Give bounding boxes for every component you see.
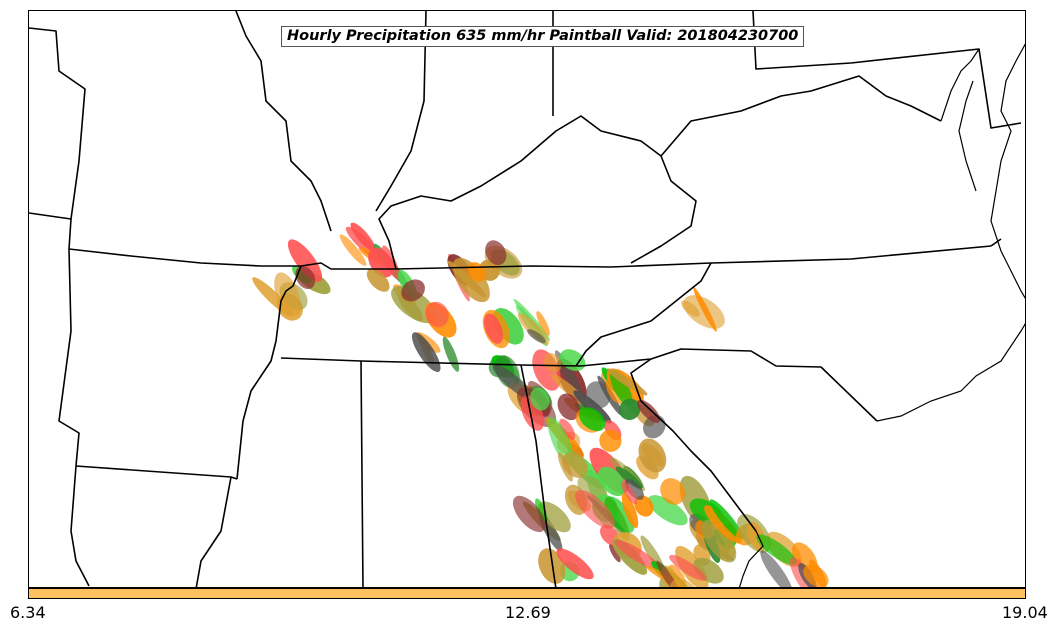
- precip-blob: [621, 492, 639, 529]
- map-title: Hourly Precipitation 635 mm/hr Paintball…: [281, 26, 805, 47]
- precip-blob: [557, 393, 580, 421]
- precip-blob: [609, 369, 633, 407]
- precip-blob: [693, 287, 717, 332]
- precip-blob: [381, 245, 400, 279]
- precip-blob: [287, 239, 323, 282]
- state-borders: [29, 11, 1022, 587]
- precip-blob: [621, 481, 638, 505]
- colorbar: [28, 588, 1026, 599]
- map-frame: Hourly Precipitation 635 mm/hr Paintball…: [28, 10, 1026, 588]
- precip-blob: [484, 313, 504, 344]
- precip-blob: [530, 387, 550, 411]
- precip-blob: [709, 499, 744, 540]
- precip-blob: [647, 495, 688, 526]
- precip-blob: [559, 418, 576, 440]
- precip-blob: [425, 301, 449, 328]
- precip-blob: [637, 399, 661, 423]
- precip-blob: [401, 279, 425, 302]
- precip-blob: [701, 519, 737, 563]
- precip-blob: [512, 495, 546, 533]
- precip-blob: [669, 578, 699, 587]
- precip-blob: [527, 329, 546, 344]
- precip-blob: [609, 543, 621, 563]
- precip-blob: [366, 268, 390, 292]
- precip-blob: [562, 452, 588, 478]
- precip-blob: [803, 564, 829, 587]
- precip-blob: [485, 240, 507, 266]
- precip-blob: [452, 257, 490, 303]
- precip-blob: [442, 336, 460, 372]
- precip-blob: [295, 265, 316, 290]
- precip-blob: [638, 438, 667, 473]
- precip-blob: [614, 539, 661, 571]
- precip-blob: [704, 505, 742, 544]
- precip-blob: [669, 554, 707, 581]
- precip-blob: [597, 466, 626, 497]
- colorbar-mid-label: 12.69: [505, 603, 551, 622]
- coastline: [738, 43, 1025, 587]
- precip-blob: [538, 501, 571, 533]
- paintball-precip-layer: [252, 222, 829, 587]
- precip-blob: [660, 478, 686, 505]
- colorbar-max-label: 19.04: [1002, 603, 1048, 622]
- colorbar-min-label: 6.34: [10, 603, 46, 622]
- precip-blob: [252, 277, 293, 317]
- precip-blob: [618, 398, 641, 420]
- precip-blob: [339, 234, 367, 266]
- precip-blob: [556, 548, 594, 580]
- precip-blob: [760, 550, 793, 587]
- precip-blob: [604, 496, 635, 534]
- precip-blob: [575, 490, 615, 529]
- map-canvas: [29, 11, 1025, 587]
- precip-blob: [536, 311, 550, 336]
- precip-blob: [756, 534, 797, 566]
- precip-blob: [599, 429, 622, 452]
- precip-blob: [578, 407, 606, 432]
- precip-blob: [535, 498, 548, 524]
- precip-blob: [681, 300, 700, 317]
- precip-blob: [624, 479, 644, 500]
- precip-blob: [543, 353, 562, 373]
- precip-blob: [634, 495, 654, 517]
